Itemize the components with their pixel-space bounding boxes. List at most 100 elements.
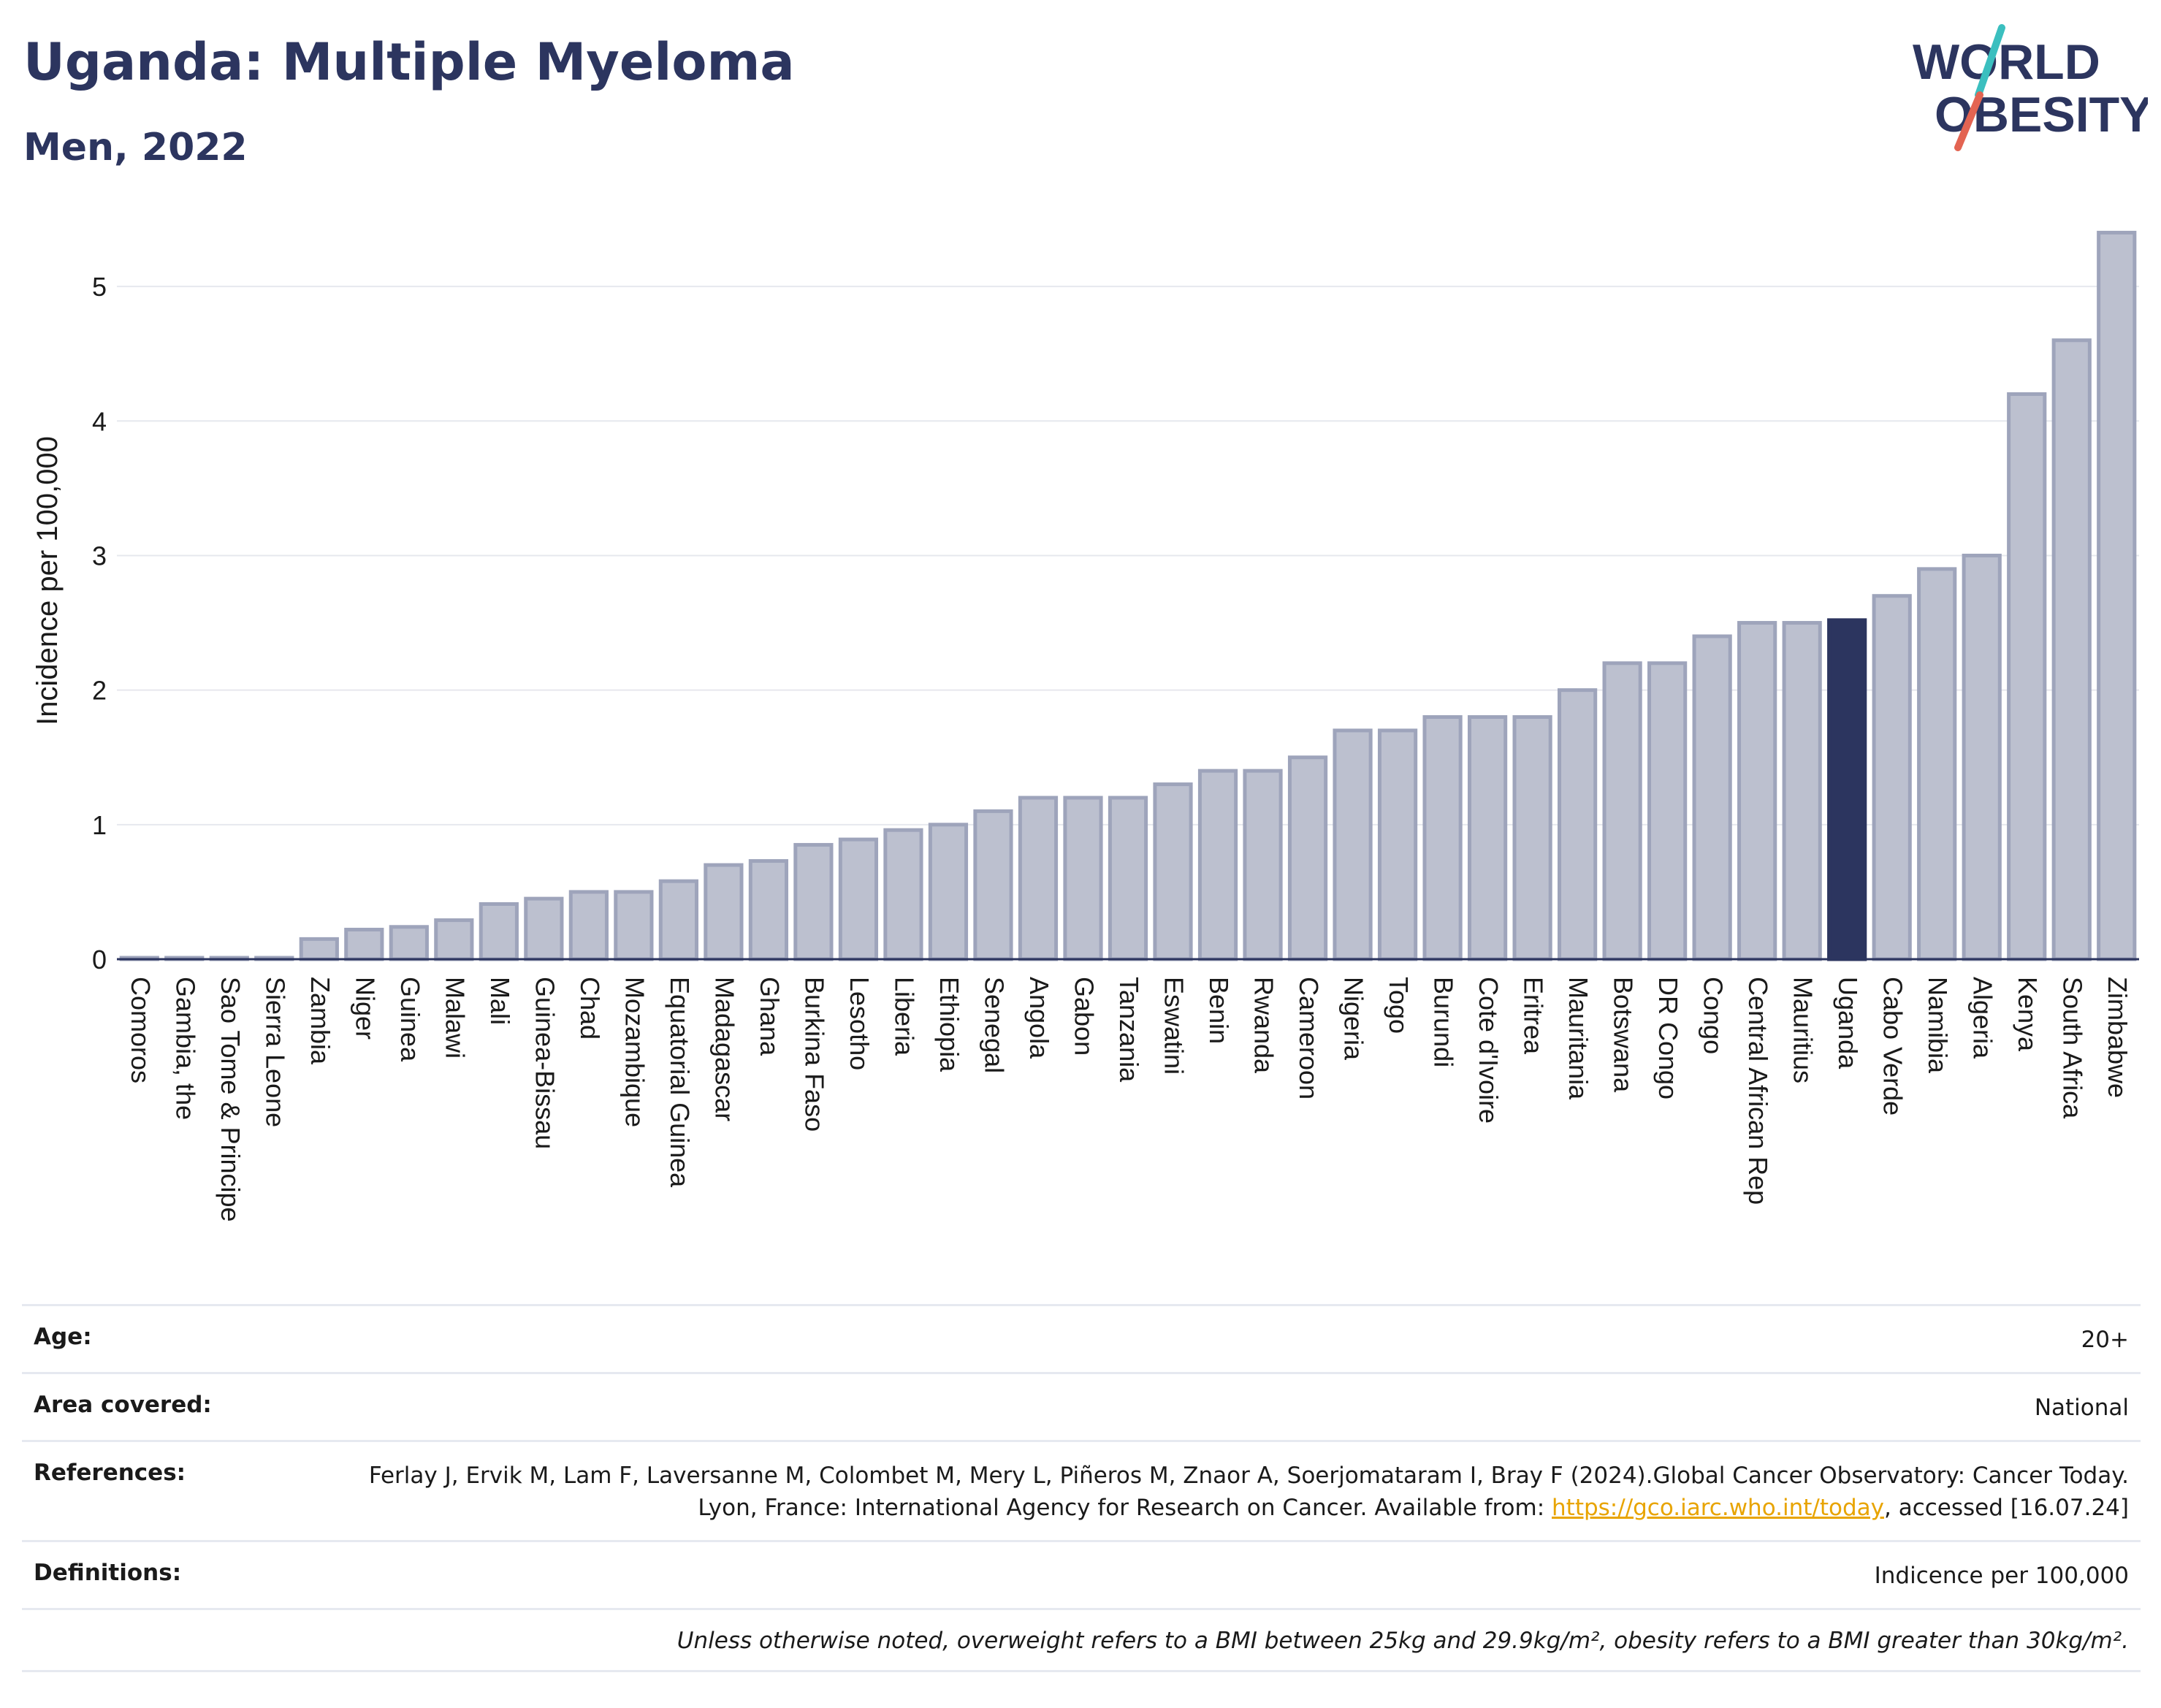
bar (1467, 714, 1508, 961)
bar (838, 837, 879, 961)
x-tick-label: Guinea (395, 977, 425, 1062)
bar (1872, 594, 1912, 961)
bar (568, 890, 609, 961)
meta-row-area: Area covered: National (22, 1372, 2141, 1440)
bar (1782, 621, 1822, 961)
x-tick-label: Zambia (305, 977, 335, 1065)
bar (479, 901, 519, 961)
x-tick-label: Eritrea (1519, 977, 1549, 1055)
metadata-table: Age: 20+ Area covered: National Referenc… (22, 1304, 2141, 1672)
bar (1243, 769, 1283, 961)
logo-slash-teal (1975, 24, 2005, 99)
logo-slash-red (1954, 91, 1983, 151)
x-tick-label: Nigeria (1339, 977, 1369, 1061)
bar (1197, 769, 1238, 961)
y-axis-label: Incidence per 100,000 (31, 436, 64, 725)
bar (1287, 755, 1328, 961)
bar (1962, 553, 2002, 961)
x-tick-label: Benin (1204, 977, 1234, 1044)
bar (1153, 782, 1193, 961)
bar (299, 937, 339, 961)
bar (614, 890, 654, 961)
reference-accessed: , accessed [16.07.24] (1883, 1495, 2129, 1521)
x-tick-label: Equatorial Guinea (665, 977, 695, 1188)
x-tick-label: Namibia (1923, 977, 1953, 1074)
x-tick-label: Congo (1699, 977, 1729, 1054)
reference-link[interactable]: https://gco.iarc.who.int/today (1552, 1495, 1884, 1521)
page-subtitle: Men, 2022 (23, 126, 248, 169)
x-tick-label: Togo (1384, 977, 1414, 1034)
bar (1917, 567, 1957, 961)
bar (748, 859, 789, 961)
bar (1333, 728, 1373, 961)
world-obesity-logo: WORLD OBESITY (1913, 24, 2148, 151)
meta-value: Ferlay J, Ervik M, Lam F, Laversanne M, … (340, 1460, 2129, 1524)
y-tick-label: 0 (92, 945, 107, 975)
bar (1558, 688, 1598, 961)
bar (658, 879, 698, 961)
bar (1512, 714, 1552, 961)
x-tick-label: DR Congo (1653, 977, 1683, 1099)
bar (1692, 634, 1732, 961)
x-tick-label: Madagascar (709, 977, 739, 1121)
x-tick-label: Liberia (889, 977, 919, 1056)
bmi-note: Unless otherwise noted, overweight refer… (676, 1628, 2129, 1654)
x-tick-label: Cameroon (1294, 977, 1324, 1099)
bar (1422, 714, 1463, 961)
reference-text: Ferlay J, Ervik M, Lam F, Laversanne M, … (368, 1463, 2129, 1521)
x-tick-label: Mozambique (620, 977, 649, 1127)
x-tick-label: Ghana (755, 977, 785, 1056)
bar (1602, 661, 1642, 961)
x-tick-label: Kenya (2013, 977, 2043, 1052)
meta-value: 20+ (2081, 1327, 2129, 1353)
x-tick-label: Cote d'Ivoire (1474, 977, 1503, 1124)
x-tick-label: Chad (575, 977, 605, 1040)
bar (2007, 392, 2047, 961)
bar (1018, 796, 1059, 961)
bar (883, 828, 923, 961)
x-tick-label: Zimbabwe (2103, 977, 2133, 1098)
bar (1377, 728, 1418, 961)
x-tick-label: Angola (1024, 977, 1054, 1059)
x-tick-label: South Africa (2058, 977, 2088, 1119)
bar (344, 927, 384, 961)
meta-row-age: Age: 20+ (22, 1304, 2141, 1372)
x-tick-label: Sao Tome & Principe (216, 977, 245, 1222)
page-title: Uganda: Multiple Myeloma (23, 32, 795, 92)
x-tick-label: Burkina Faso (799, 977, 829, 1132)
logo-word-world: WORLD (1913, 34, 2100, 90)
bar (1108, 796, 1148, 961)
meta-row-note: Unless otherwise noted, overweight refer… (22, 1608, 2141, 1672)
bars (119, 230, 2137, 961)
x-tick-label: Gambia, the (170, 977, 200, 1120)
x-tick-label: Botswana (1609, 977, 1639, 1093)
y-tick-label: 3 (92, 541, 107, 571)
x-tick-label: Comoros (126, 977, 156, 1083)
x-tick-label: Uganda (1833, 977, 1863, 1070)
bar (1737, 621, 1777, 961)
y-tick-label: 4 (92, 406, 107, 436)
bar-highlight (1827, 618, 1867, 961)
bar (973, 809, 1013, 961)
x-tick-label: Mali (485, 977, 515, 1025)
x-tick-label: Algeria (1968, 977, 1998, 1059)
bar (1063, 796, 1103, 961)
meta-value: Indicence per 100,000 (1874, 1563, 2129, 1589)
x-tick-label: Mauritania (1563, 977, 1593, 1100)
x-tick-label: Burundi (1429, 977, 1459, 1067)
meta-label: Definitions: (34, 1560, 182, 1586)
x-tick-label: Cabo Verde (1878, 977, 1908, 1116)
x-tick-label: Ethiopia (934, 977, 964, 1072)
bar (704, 863, 744, 961)
bar (2097, 230, 2137, 961)
x-tick-label: Guinea-Bissau (530, 977, 560, 1149)
y-tick-label: 1 (92, 810, 107, 840)
meta-label: References: (34, 1460, 186, 1486)
meta-label: Area covered: (34, 1392, 212, 1418)
bar-chart: 0 1 2 3 4 5 Comoros Gambia, the Sao Tome & Princ… (31, 230, 2139, 1222)
x-tick-label: Eswatini (1159, 977, 1189, 1075)
x-tick-label: Rwanda (1249, 977, 1279, 1074)
y-tick-label: 5 (92, 272, 107, 302)
y-tick-label: 2 (92, 676, 107, 706)
x-tick-label: Tanzania (1114, 977, 1144, 1083)
